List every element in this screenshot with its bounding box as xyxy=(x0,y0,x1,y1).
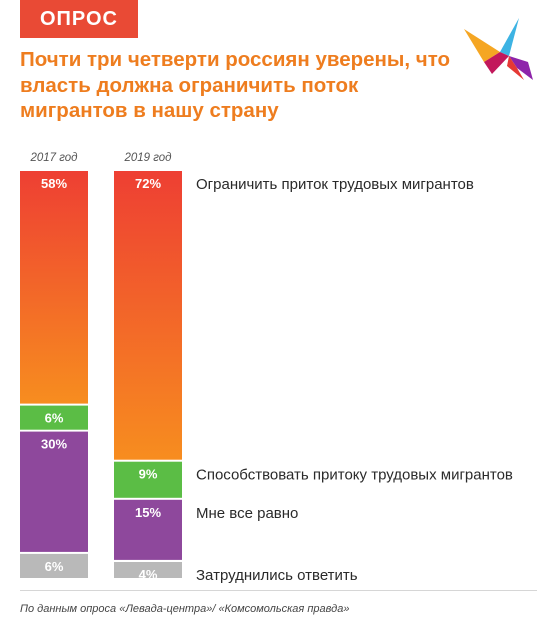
swallow-bird-logo xyxy=(464,18,533,80)
poll-tag: ОПРОС xyxy=(20,0,138,38)
category-label-promote: Способствовать притоку трудовых мигранто… xyxy=(196,467,513,484)
bar-segment-undecided-2017 xyxy=(20,553,88,578)
data-label-undecided-2019: 4% xyxy=(139,567,158,582)
bar-segment-promote-2019 xyxy=(114,461,182,498)
logo-tail-inner xyxy=(507,56,524,80)
year-label-2017: 2017 год xyxy=(30,152,78,164)
logo-wing-left xyxy=(464,29,500,62)
data-label-promote-2017: 6% xyxy=(45,411,64,426)
data-label-indifferent-2017: 30% xyxy=(41,437,67,452)
data-label-indifferent-2019: 15% xyxy=(135,505,161,520)
logo-wing-right xyxy=(500,18,519,56)
category-label-restrict: Ограничить приток трудовых мигрантов xyxy=(196,176,474,193)
logo-body xyxy=(484,52,509,74)
data-label-undecided-2017: 6% xyxy=(45,559,64,574)
data-label-promote-2019: 9% xyxy=(139,467,158,482)
bar-segment-undecided-2019 xyxy=(114,562,182,578)
data-label-restrict-2017: 58% xyxy=(41,176,67,191)
logo-tail xyxy=(509,56,533,80)
bar-segment-promote-2017 xyxy=(20,405,88,430)
data-label-restrict-2019: 72% xyxy=(135,176,161,191)
bar-segment-indifferent-2019 xyxy=(114,499,182,560)
bar-segment-indifferent-2017 xyxy=(20,431,88,552)
source-note: По данным опроса «Левада-центра»/ «Комсо… xyxy=(20,603,350,615)
category-label-indifferent: Мне все равно xyxy=(196,505,298,522)
page-title: Почти три четверти россиян уверены, что … xyxy=(20,48,450,122)
category-label-undecided: Затруднились ответить xyxy=(196,567,358,584)
bar-segment-restrict-2019 xyxy=(114,171,182,460)
year-label-2019: 2019 год xyxy=(124,152,172,164)
bar-segment-restrict-2017 xyxy=(20,171,88,404)
footer-divider xyxy=(20,590,537,591)
